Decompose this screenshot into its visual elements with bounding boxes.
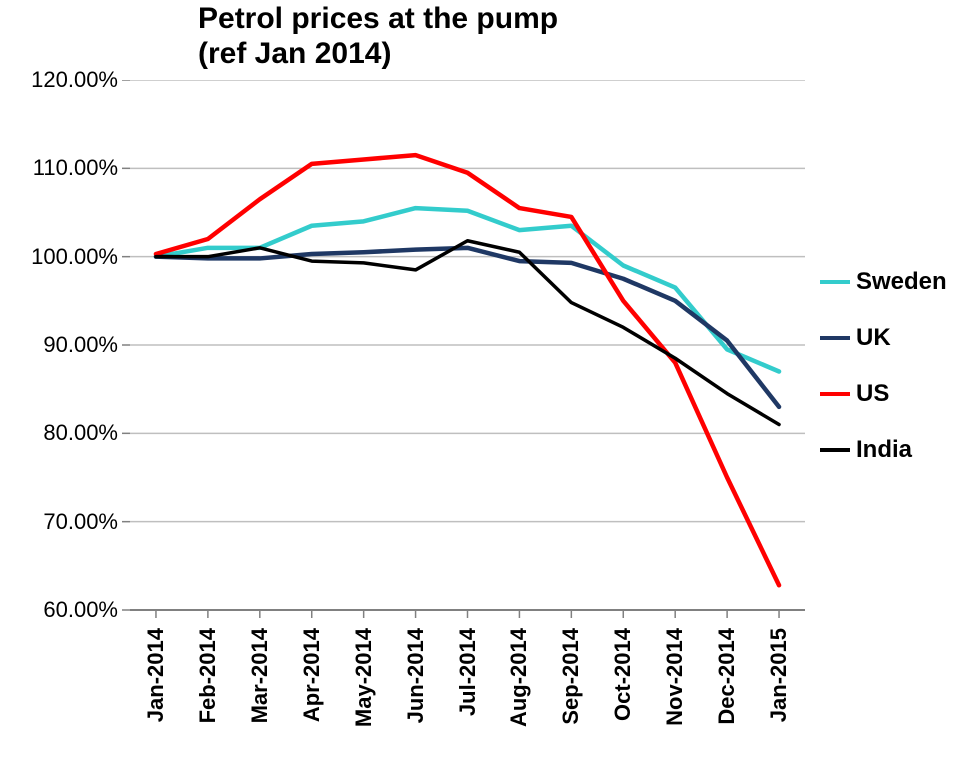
- x-tick-label: Nov-2014: [662, 628, 688, 726]
- legend-label: UK: [850, 324, 891, 352]
- y-tick-label: 120.00%: [0, 67, 118, 93]
- x-tick-label: Jul-2014: [455, 628, 481, 716]
- chart-container: Petrol prices at the pump (ref Jan 2014)…: [0, 0, 960, 772]
- x-tick-label: Jun-2014: [403, 628, 429, 723]
- y-tick-label: 80.00%: [0, 420, 118, 446]
- y-tick-label: 100.00%: [0, 244, 118, 270]
- chart-title: Petrol prices at the pump (ref Jan 2014): [198, 2, 558, 71]
- chart-title-line2: (ref Jan 2014): [198, 37, 391, 70]
- x-tick-label: May-2014: [351, 628, 377, 727]
- legend-item-uk: UK: [820, 324, 891, 352]
- y-tick-label: 90.00%: [0, 332, 118, 358]
- y-tick-label: 110.00%: [0, 155, 118, 181]
- legend-label: India: [850, 436, 912, 464]
- x-tick-label: Oct-2014: [610, 628, 636, 721]
- series-line-india: [156, 241, 779, 425]
- legend-label: US: [850, 380, 889, 408]
- x-tick-label: Mar-2014: [247, 628, 273, 723]
- plot-area: [130, 80, 805, 610]
- series-line-sweden: [156, 208, 779, 371]
- legend-swatch: [820, 280, 850, 285]
- x-tick-label: Dec-2014: [714, 628, 740, 725]
- plot-svg: [122, 80, 805, 624]
- series-line-us: [156, 155, 779, 585]
- legend-item-us: US: [820, 380, 889, 408]
- y-tick-label: 70.00%: [0, 509, 118, 535]
- legend-swatch: [820, 392, 850, 397]
- legend-swatch: [820, 336, 850, 341]
- legend-item-india: India: [820, 436, 912, 464]
- x-tick-label: Jan-2015: [766, 628, 792, 722]
- y-tick-label: 60.00%: [0, 597, 118, 623]
- chart-title-line1: Petrol prices at the pump: [198, 2, 558, 35]
- x-tick-label: Jan-2014: [143, 628, 169, 722]
- x-tick-label: Aug-2014: [506, 628, 532, 727]
- legend-label: Sweden: [850, 268, 947, 296]
- x-tick-label: Apr-2014: [299, 628, 325, 722]
- x-tick-label: Sep-2014: [558, 628, 584, 725]
- legend-swatch: [820, 448, 850, 452]
- x-tick-label: Feb-2014: [195, 628, 221, 723]
- legend-item-sweden: Sweden: [820, 268, 947, 296]
